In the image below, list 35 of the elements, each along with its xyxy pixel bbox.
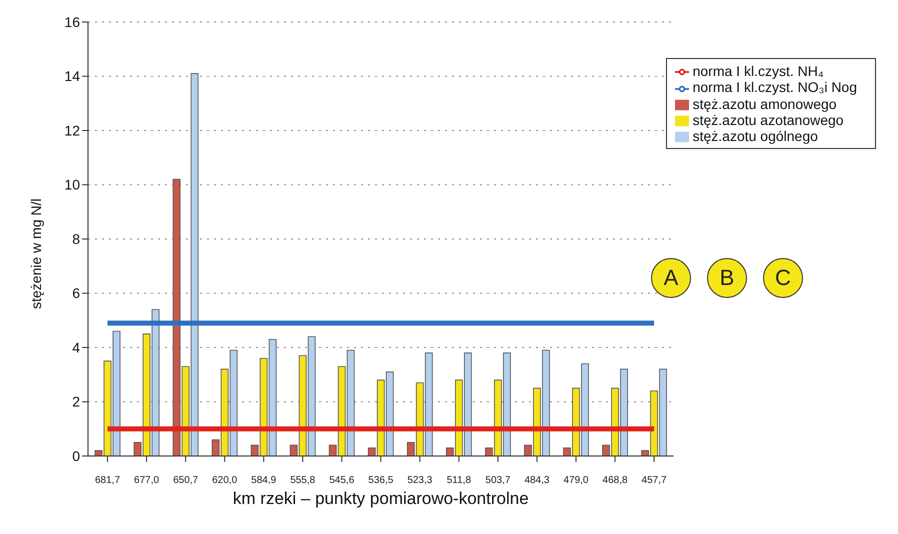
x-tick-label: 511,8 (446, 475, 472, 486)
x-tick-label: 536,5 (368, 475, 394, 486)
x-tick-label: 484,3 (524, 475, 550, 486)
y-tick-label: 2 (72, 394, 80, 410)
x-tick-label: 650,7 (173, 475, 199, 486)
x-tick-label: 457,7 (642, 475, 668, 486)
legend-label: stęż.azotu ogólnego (692, 128, 818, 144)
circle-icon: C (763, 258, 803, 298)
legend-label: stęż.azotu amonowego (692, 96, 837, 112)
annotation: A (664, 265, 678, 291)
x-tick-label: 503,7 (485, 475, 511, 486)
y-tick-label: 14 (64, 68, 80, 84)
y-tick-label: 10 (64, 176, 80, 193)
x-tick-label: 545,6 (329, 475, 355, 486)
x-axis-title: km rzeki – punkty pomiarowo-kontrolne (232, 489, 529, 508)
x-tick-label: 584,9 (251, 475, 277, 486)
x-tick-label: 479,0 (563, 475, 589, 486)
y-tick-label: 12 (64, 122, 80, 138)
y-axis-title: stężenie w mg N/l (28, 198, 44, 309)
x-tick-label: 468,8 (602, 475, 628, 486)
y-tick-label: 16 (64, 14, 80, 30)
x-tick-label: 620,0 (212, 475, 238, 486)
legend-label: norma I kl.czyst. NO₃i Nog (692, 79, 857, 96)
x-tick-label: 677,0 (134, 475, 160, 486)
circle-icon: B (707, 258, 747, 298)
circle-icon: A (651, 258, 691, 298)
y-tick-label: 8 (72, 230, 80, 247)
y-tick-label: 4 (72, 339, 80, 356)
x-tick-label: 523,3 (407, 475, 433, 486)
x-tick-label: 555,8 (290, 475, 316, 486)
y-tick-label: 6 (72, 285, 80, 302)
legend-label: stęż.azotu azotanowego (692, 112, 844, 128)
legend-label: norma I kl.czyst. NH₄ (692, 63, 824, 79)
y-tick-label: 0 (72, 448, 80, 464)
x-tick-label: 681,7 (95, 475, 120, 486)
